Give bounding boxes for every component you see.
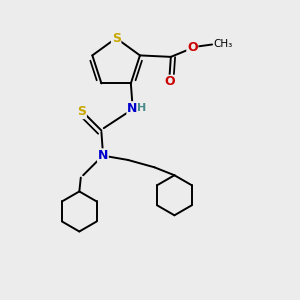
Text: H: H bbox=[137, 103, 146, 113]
Text: S: S bbox=[112, 32, 121, 45]
Text: CH₃: CH₃ bbox=[214, 39, 233, 49]
Text: O: O bbox=[164, 75, 175, 88]
Text: S: S bbox=[77, 105, 86, 119]
Text: O: O bbox=[187, 41, 198, 54]
Text: N: N bbox=[127, 102, 137, 115]
Text: N: N bbox=[98, 149, 108, 162]
